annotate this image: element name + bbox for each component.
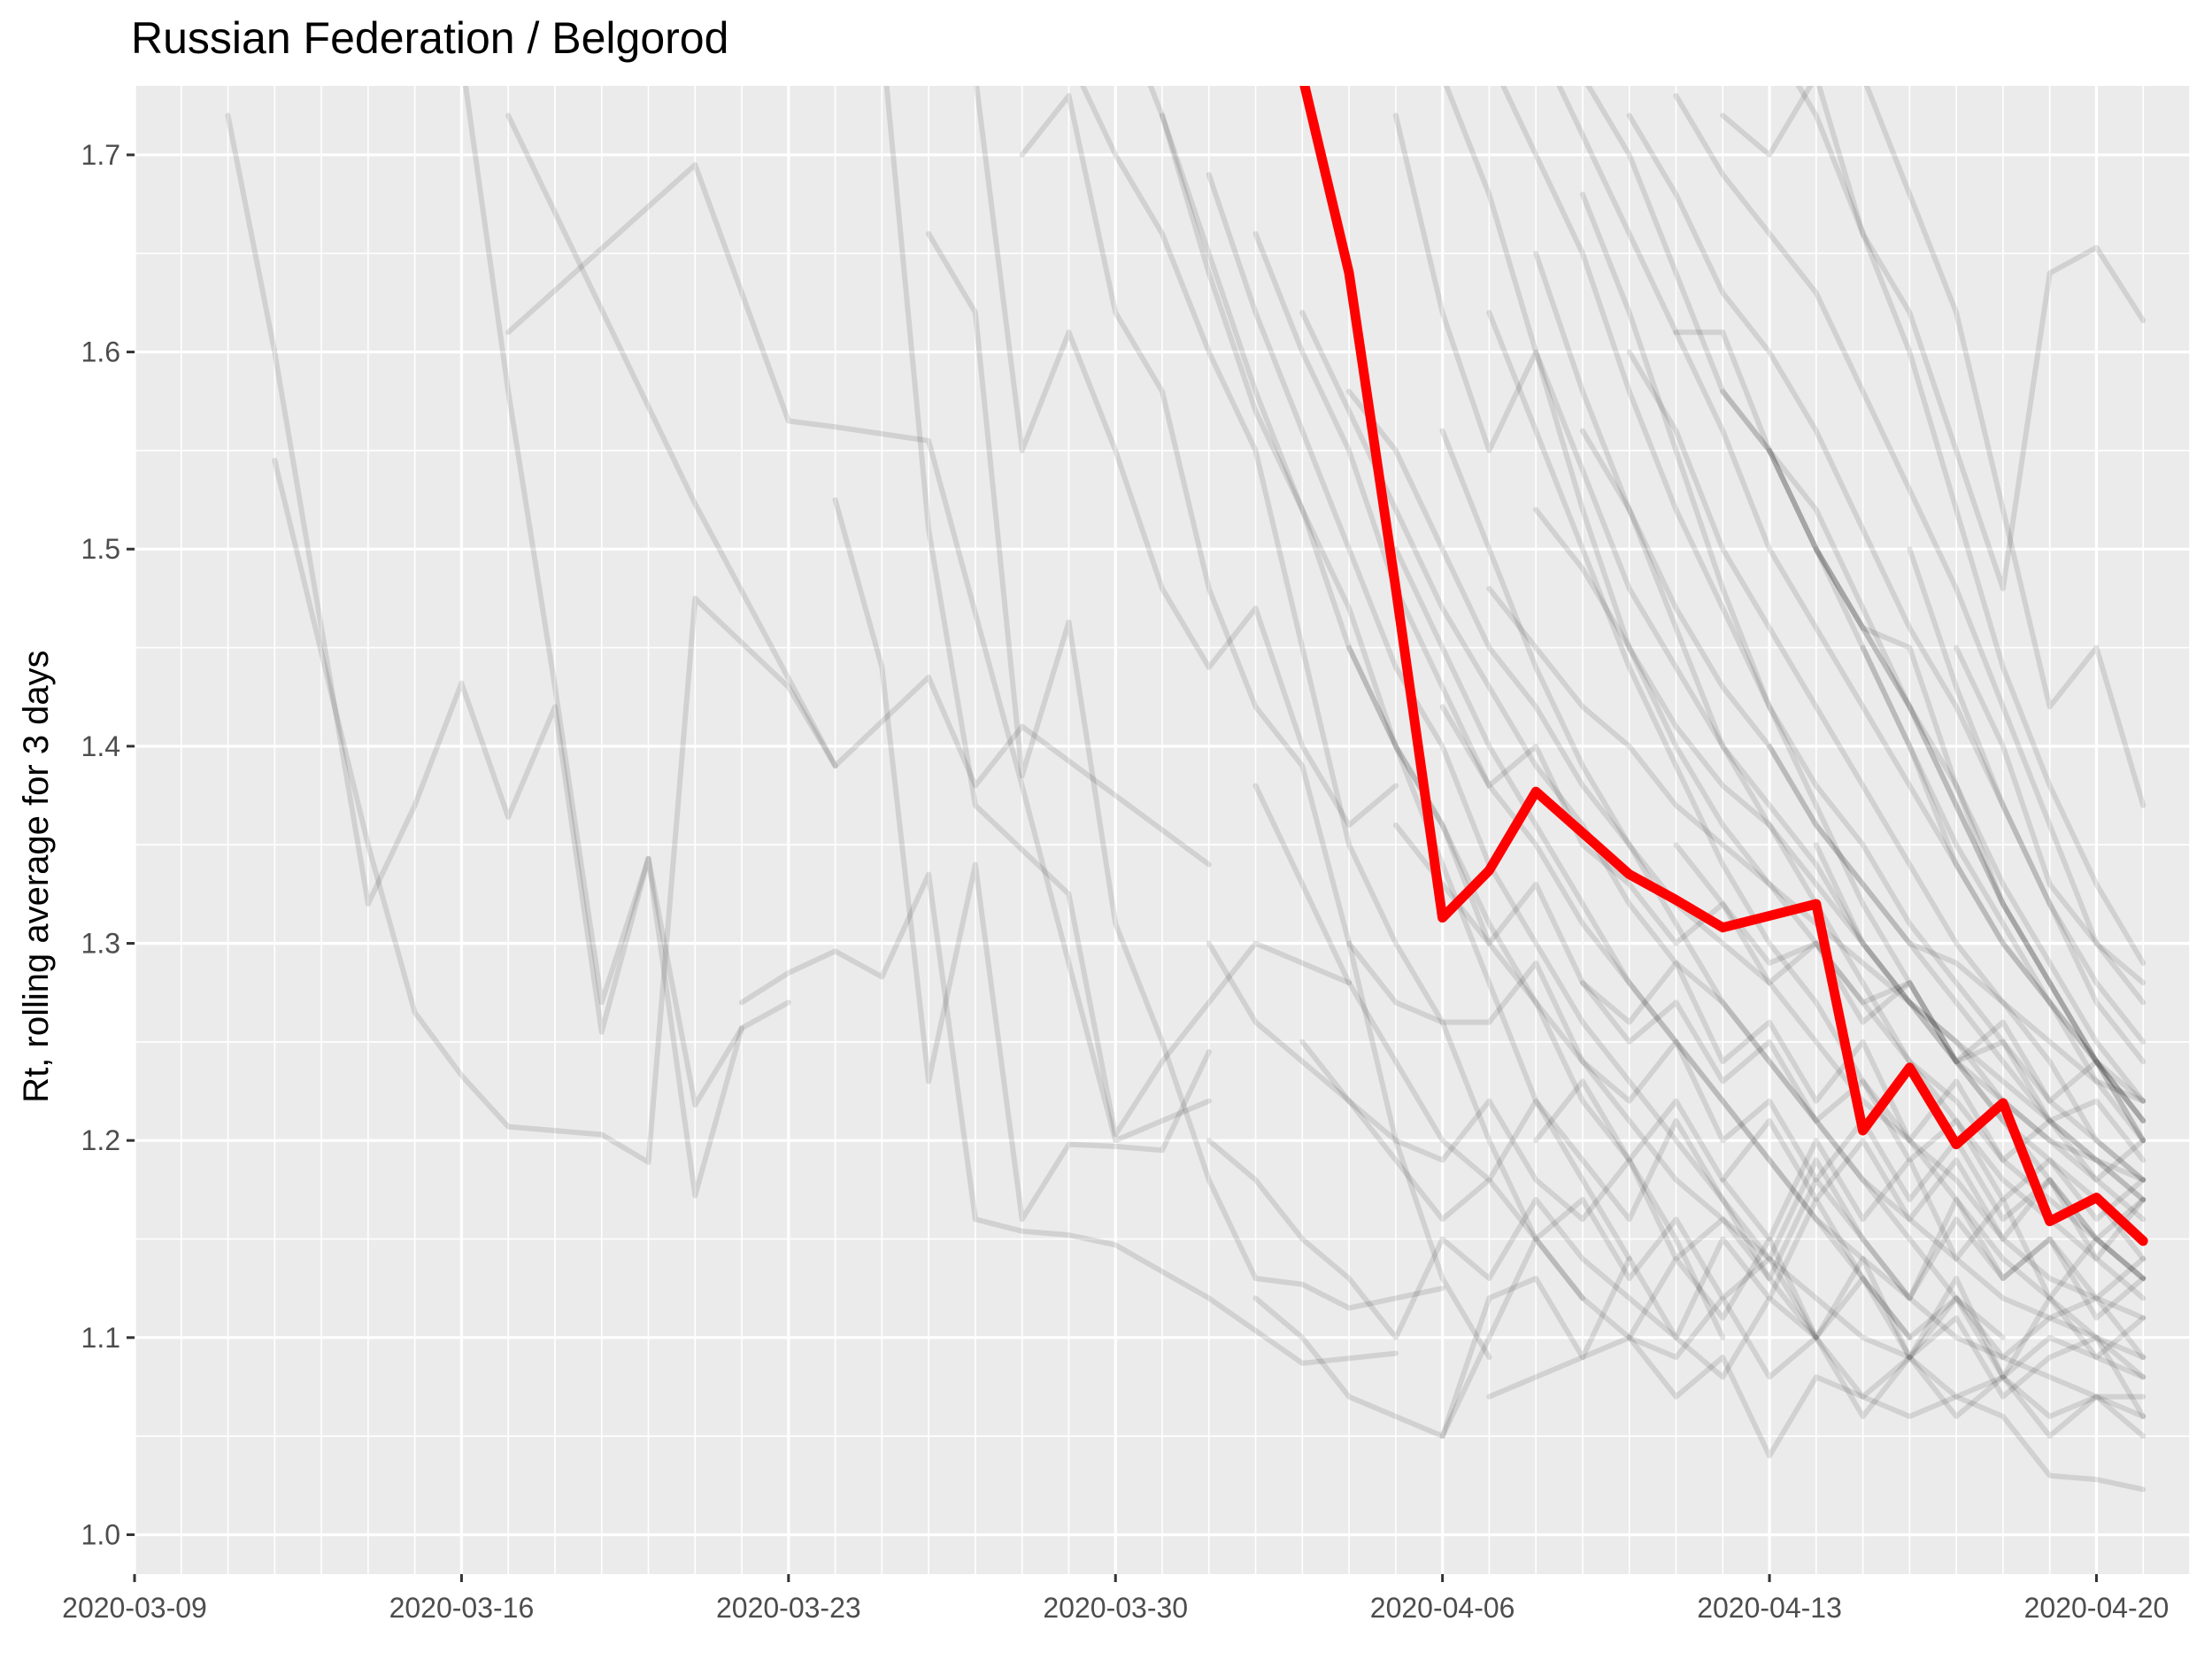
background-series-line [1580, 428, 2146, 1202]
y-tick-label: 1.2 [81, 1124, 120, 1156]
background-series-line [1795, 86, 2146, 591]
x-tick-label: 2020-03-30 [1043, 1592, 1188, 1624]
background-series-line [1673, 93, 2146, 1006]
background-series-line [1767, 743, 2146, 1104]
x-tick-label: 2020-04-20 [2024, 1592, 2170, 1624]
background-series-line [1079, 86, 1585, 1301]
background-series-line [1499, 86, 2146, 1183]
background-series-line [1392, 112, 2146, 1281]
background-series-line [1673, 842, 2146, 1163]
background-series-line [463, 86, 791, 1108]
y-tick-label: 1.3 [81, 928, 120, 960]
background-series-line [832, 497, 1212, 1223]
background-series-line [1580, 191, 2146, 1281]
background-series-line [1147, 86, 1632, 1262]
background-series-line [1556, 86, 2146, 1144]
y-tick-label: 1.0 [81, 1518, 120, 1550]
background-series-line [1346, 389, 2146, 1380]
background-series-line [505, 112, 1212, 868]
background-series-line [1907, 546, 2146, 1045]
background-series-line [1580, 980, 2146, 1223]
background-series-line [1626, 1236, 2146, 1380]
background-series-line [1720, 1138, 2146, 1301]
background-series-line [1346, 940, 2146, 1242]
background-series-line [505, 162, 1212, 1144]
background-series-line [1160, 112, 1726, 1340]
background-series-line [1720, 389, 2146, 1123]
background-series-line [1439, 704, 2146, 1123]
background-series-line [1443, 86, 2146, 1262]
background-series-line [1299, 310, 2006, 1340]
background-series-line [1206, 940, 2146, 1380]
background-series-line [1206, 172, 1819, 1340]
background-series-line [1252, 1255, 2146, 1440]
y-tick-label: 1.5 [81, 533, 120, 565]
highlight-series-line [1299, 86, 2148, 1247]
background-series-line [1720, 86, 2146, 966]
y-axis-label: Rt, rolling average for 3 days [17, 650, 56, 1102]
background-series-line [1626, 112, 2146, 1065]
background-series-line [739, 871, 1399, 1366]
x-tick-label: 2020-03-16 [389, 1592, 535, 1624]
x-tick-label: 2020-03-23 [716, 1592, 861, 1624]
x-tick-label: 2020-04-06 [1370, 1592, 1515, 1624]
background-series-line [1673, 329, 2146, 1144]
chart-title: Russian Federation / Belgorod [131, 13, 728, 63]
background-series-line [1585, 86, 2146, 1104]
background-series-line [1252, 783, 2146, 1321]
y-tick-label: 1.4 [81, 730, 120, 762]
background-series-line [1252, 231, 1913, 1340]
background-series-line [1486, 1334, 2146, 1493]
series-lines [225, 86, 2148, 1493]
background-series-line [1019, 93, 1492, 1361]
background-series-line [1346, 645, 2146, 1419]
grid-lines [133, 86, 2191, 1574]
background-series-line [1813, 546, 2146, 1123]
x-tick-label: 2020-03-09 [62, 1592, 207, 1624]
background-series-line [1439, 428, 2146, 1361]
background-series-line [1813, 842, 2146, 1183]
background-series-line [1767, 447, 2146, 1144]
y-tick-label: 1.6 [81, 336, 120, 368]
background-series-line [1299, 1038, 2146, 1301]
background-series-line [883, 86, 1353, 1138]
y-tick-label: 1.1 [81, 1322, 120, 1354]
background-series-line [1439, 1236, 2146, 1440]
background-series-line [1392, 546, 2146, 1400]
background-series-line [1954, 645, 2146, 986]
background-series-line [1626, 349, 2146, 1183]
background-series-line [1533, 506, 2146, 1223]
background-series-line [974, 86, 1399, 828]
background-series-line [1863, 86, 2146, 808]
y-tick-label: 1.7 [81, 139, 120, 171]
background-series-line [225, 112, 744, 1199]
axes: 1.0 1.1 1.2 1.3 1.4 1.5 1.6 1.7 2020-03-09 2020-0… [62, 139, 2169, 1624]
background-series-line [926, 231, 1445, 1311]
background-series-line [1206, 1138, 2146, 1361]
background-series-line [1860, 645, 2146, 1104]
background-series-line [272, 458, 838, 1165]
x-tick-label: 2020-04-13 [1697, 1592, 1842, 1624]
background-series-line [1486, 310, 2146, 1321]
